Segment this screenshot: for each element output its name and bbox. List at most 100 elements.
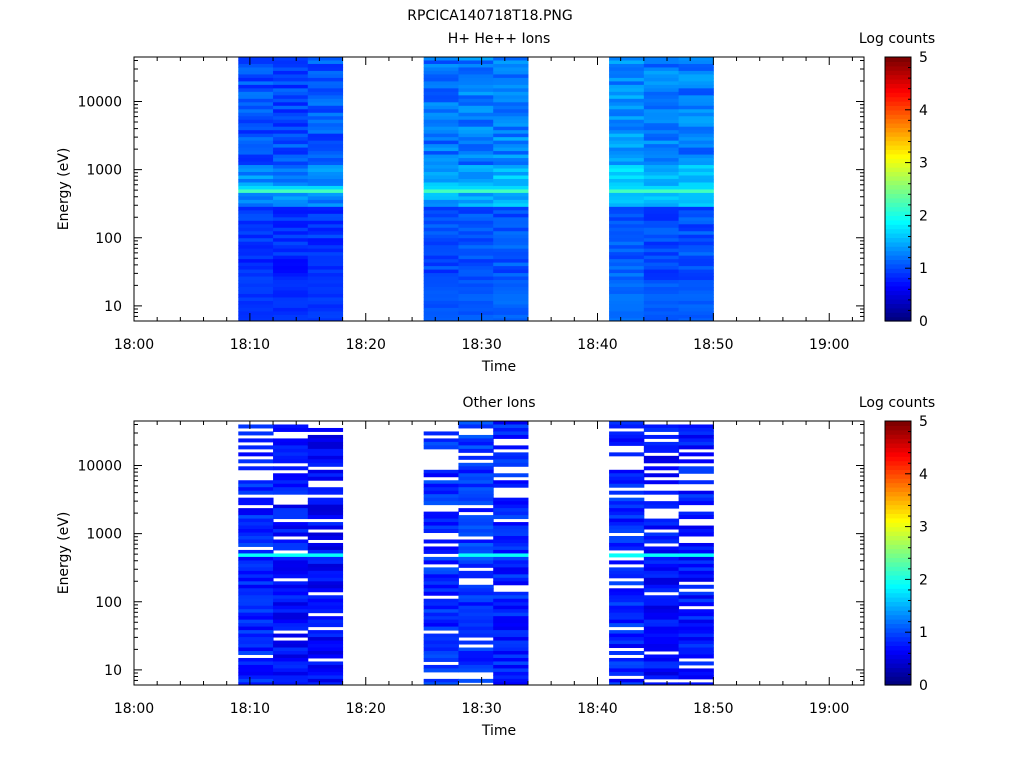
heatmap-cell [273, 424, 309, 429]
colorbar-segment [885, 645, 911, 651]
heatmap-cell [273, 112, 309, 117]
heatmap-cell [307, 112, 344, 117]
heatmap-cell [678, 431, 714, 436]
heatmap-cell [273, 290, 309, 295]
heatmap-cell [307, 116, 344, 121]
heatmap-cell [493, 452, 529, 457]
heatmap-cell [238, 452, 274, 457]
heatmap-cell [609, 598, 645, 603]
heatmap-cell [493, 168, 529, 173]
heatmap-cell [643, 661, 680, 666]
heatmap-cell [307, 206, 344, 211]
heatmap-cell [609, 206, 645, 211]
heatmap-cell [678, 172, 714, 176]
heatmap-cell [609, 602, 645, 607]
heatmap-cell [458, 192, 494, 197]
heatmap-cell [273, 130, 309, 135]
heatmap-cell [423, 109, 459, 114]
heatmap-cell [678, 675, 714, 680]
heatmap-cell [273, 511, 309, 516]
heatmap-cell [458, 140, 494, 145]
heatmap-cell [238, 175, 274, 180]
heatmap-column [493, 57, 529, 322]
heatmap-cell [423, 252, 459, 257]
heatmap-cell [458, 556, 494, 561]
heatmap-cell [238, 273, 274, 278]
heatmap-cell [678, 640, 714, 645]
heatmap-cell [493, 591, 529, 596]
heatmap-cell [307, 609, 344, 614]
heatmap-cell [307, 252, 344, 257]
heatmap-cell [493, 63, 529, 68]
heatmap-cell [678, 630, 714, 635]
heatmap-cell [609, 290, 645, 295]
heatmap-cell [493, 556, 529, 561]
heatmap-cell [678, 283, 714, 288]
x-axis: 18:00 18:10 18:20 18:30 18:40 18:50 19:00 [114, 421, 853, 717]
heatmap-cell [678, 231, 714, 236]
heatmap-cell [458, 245, 494, 250]
heatmap-cell [643, 434, 680, 439]
heatmap-cell [678, 311, 714, 316]
heatmap-cell [493, 522, 529, 527]
colorbar-tick-label: 3 [919, 156, 928, 172]
colorbar-segment [885, 299, 911, 304]
heatmap-column [458, 57, 494, 322]
heatmap-cell [643, 88, 680, 93]
colorbar-segment [885, 443, 911, 448]
heatmap-cell [238, 522, 274, 527]
heatmap-cell [458, 217, 494, 222]
heatmap-cell [643, 192, 680, 197]
heatmap-cell [307, 490, 344, 495]
heatmap-cell [273, 570, 309, 575]
heatmap-cell [643, 116, 680, 121]
heatmap-cell [238, 490, 274, 495]
heatmap-cell [678, 133, 714, 138]
heatmap-cell [423, 280, 459, 285]
heatmap-cell [493, 612, 529, 617]
colorbar-segment [885, 482, 911, 488]
heatmap-cell [458, 112, 494, 117]
heatmap-cell [493, 175, 529, 180]
heatmap-cell [307, 245, 344, 250]
y-tick-label: 10000 [77, 459, 122, 475]
heatmap-cell [273, 567, 309, 572]
heatmap-cell [458, 280, 494, 285]
heatmap-cell [458, 196, 494, 201]
heatmap-cell [609, 518, 645, 523]
heatmap-cell [238, 637, 274, 642]
colorbar-segment [885, 654, 911, 660]
heatmap-column [238, 424, 274, 686]
heatmap-cell [458, 501, 494, 506]
heatmap-cell [238, 81, 274, 86]
heatmap-cell [678, 567, 714, 572]
colorbar-segment [885, 495, 911, 501]
colorbar-tick-label: 5 [919, 414, 928, 430]
heatmap-cell [423, 220, 459, 225]
heatmap-cell [609, 67, 645, 72]
heatmap-cell [423, 266, 459, 271]
colorbar-segment [885, 491, 911, 497]
heatmap-cell [238, 269, 274, 274]
heatmap-cell [493, 616, 529, 621]
heatmap-cell [643, 539, 680, 544]
heatmap-cell [238, 542, 274, 547]
heatmap-cell [643, 290, 680, 295]
heatmap-cell [609, 508, 645, 513]
heatmap-cell [609, 70, 645, 75]
heatmap-cell [238, 644, 274, 649]
heatmap-cell [273, 626, 309, 631]
heatmap-cell [493, 185, 529, 190]
heatmap-cell [678, 577, 714, 582]
heatmap-cell [493, 109, 529, 114]
heatmap-column [273, 57, 309, 322]
heatmap-cell [423, 123, 459, 128]
heatmap-cell [458, 476, 494, 481]
heatmap-cell [643, 570, 680, 575]
heatmap-cell [643, 98, 680, 103]
heatmap-cell [493, 123, 529, 128]
heatmap-cell [423, 158, 459, 163]
colorbar-segment [885, 680, 911, 686]
colorbar-segment [885, 92, 911, 98]
heatmap-cell [493, 287, 529, 291]
